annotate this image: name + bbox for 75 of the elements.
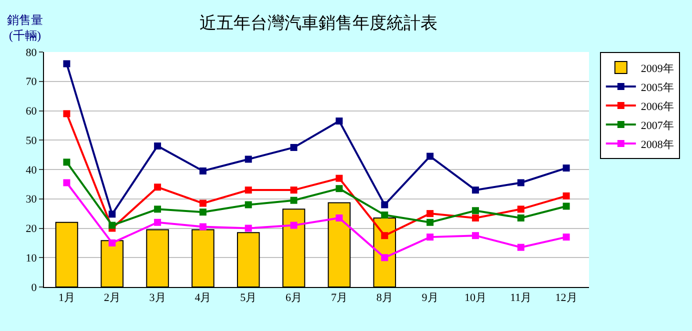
x-tick-label: 6月 <box>286 292 302 304</box>
point <box>290 222 298 229</box>
legend-label: 2009年 <box>640 62 674 75</box>
y-tick-label: 10 <box>26 252 38 264</box>
y-tick-label: 70 <box>26 76 38 88</box>
point <box>381 212 388 219</box>
legend-label: 2007年 <box>640 120 674 132</box>
chart-title: 近五年台灣汽車銷售年度統計表 <box>199 13 438 32</box>
y-tick-label: 0 <box>31 282 38 294</box>
point <box>199 200 206 207</box>
legend-label: 2008年 <box>640 138 674 151</box>
y-tick-label: 30 <box>26 194 38 206</box>
y-tick-label: 40 <box>26 164 38 176</box>
point <box>472 186 479 194</box>
point <box>472 214 479 222</box>
point <box>472 207 479 214</box>
point <box>562 202 570 210</box>
point <box>426 218 434 226</box>
point <box>199 208 206 216</box>
point <box>381 254 388 262</box>
point <box>63 110 70 118</box>
point <box>336 214 343 222</box>
y-tick-label: 50 <box>26 134 38 147</box>
point <box>108 222 116 229</box>
point <box>154 206 162 213</box>
point <box>244 186 252 194</box>
point <box>290 144 298 151</box>
point <box>517 244 524 251</box>
point <box>154 218 162 226</box>
point <box>426 152 434 160</box>
x-tick-label: 11月 <box>510 292 532 304</box>
x-tick-label: 12月 <box>555 292 578 304</box>
x-tick-label: 1月 <box>58 292 75 304</box>
point <box>472 232 479 240</box>
x-tick-label: 3月 <box>149 292 166 304</box>
legend-label: 2005年 <box>640 82 674 94</box>
point <box>63 158 70 166</box>
point <box>154 142 162 150</box>
x-tick-label: 2月 <box>104 292 120 304</box>
x-tick-label: 4月 <box>194 292 212 304</box>
point <box>562 164 570 172</box>
point <box>244 224 252 232</box>
point <box>154 184 162 191</box>
point <box>517 214 524 222</box>
point <box>426 210 434 218</box>
x-tick-label: 5月 <box>240 292 257 304</box>
point <box>336 118 343 125</box>
y-tick-label: 80 <box>26 46 38 59</box>
point <box>108 239 116 246</box>
point <box>63 60 70 68</box>
point <box>199 223 206 230</box>
point <box>336 174 343 182</box>
point <box>562 234 570 241</box>
y-tick-label: 60 <box>26 106 38 118</box>
point <box>108 210 116 218</box>
y-axis-title: 銷售量 (千輛) <box>7 13 43 43</box>
point <box>517 179 524 186</box>
point <box>517 206 524 213</box>
point <box>562 192 570 200</box>
point <box>381 232 388 240</box>
point <box>290 196 298 204</box>
point <box>426 234 434 241</box>
point <box>199 167 206 174</box>
point <box>290 186 298 194</box>
legend-label: 2006年 <box>640 100 674 113</box>
point <box>336 185 343 192</box>
x-tick-label: 7月 <box>330 292 348 304</box>
x-tick-label: 8月 <box>376 292 393 304</box>
point <box>381 201 388 208</box>
y-tick-label: 20 <box>26 223 38 236</box>
point <box>63 179 70 186</box>
x-tick-label: 9月 <box>422 292 438 304</box>
point <box>244 201 252 208</box>
x-tick-label: 10月 <box>464 292 486 304</box>
point <box>244 156 252 163</box>
